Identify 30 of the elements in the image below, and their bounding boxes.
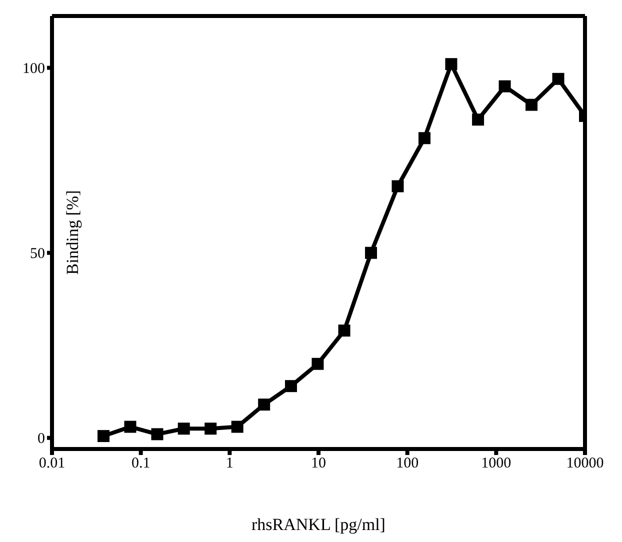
point [98,430,110,442]
x-tick-label: 0.01 [38,456,66,472]
point [284,380,297,392]
point [498,80,511,92]
x-tick-label: 100 [396,456,419,472]
point [472,114,484,126]
point [258,398,270,411]
point [445,58,458,70]
point [178,422,190,435]
point [312,358,324,370]
point [124,420,136,433]
point [392,180,404,192]
x-tick-label: 1000 [481,456,512,472]
point [338,324,350,337]
point [204,422,217,435]
point [231,420,244,433]
y-tick-label: 100 [22,61,45,78]
y-tick-label: 0 [38,431,45,448]
point [151,428,164,440]
y-tick-label: 50 [30,246,45,262]
point [365,246,378,259]
point [418,132,430,144]
y-axis-title: Binding [%] [63,190,82,275]
x-tick-label: 1 [226,456,234,472]
point [526,98,538,111]
x-tick-label: 10000 [566,456,604,472]
x-tick-label: 0.1 [131,456,150,472]
x-tick-label: 10 [311,456,326,472]
point [552,72,564,85]
x-axis-title: rhsRANKL [pg/ml] [252,515,386,534]
